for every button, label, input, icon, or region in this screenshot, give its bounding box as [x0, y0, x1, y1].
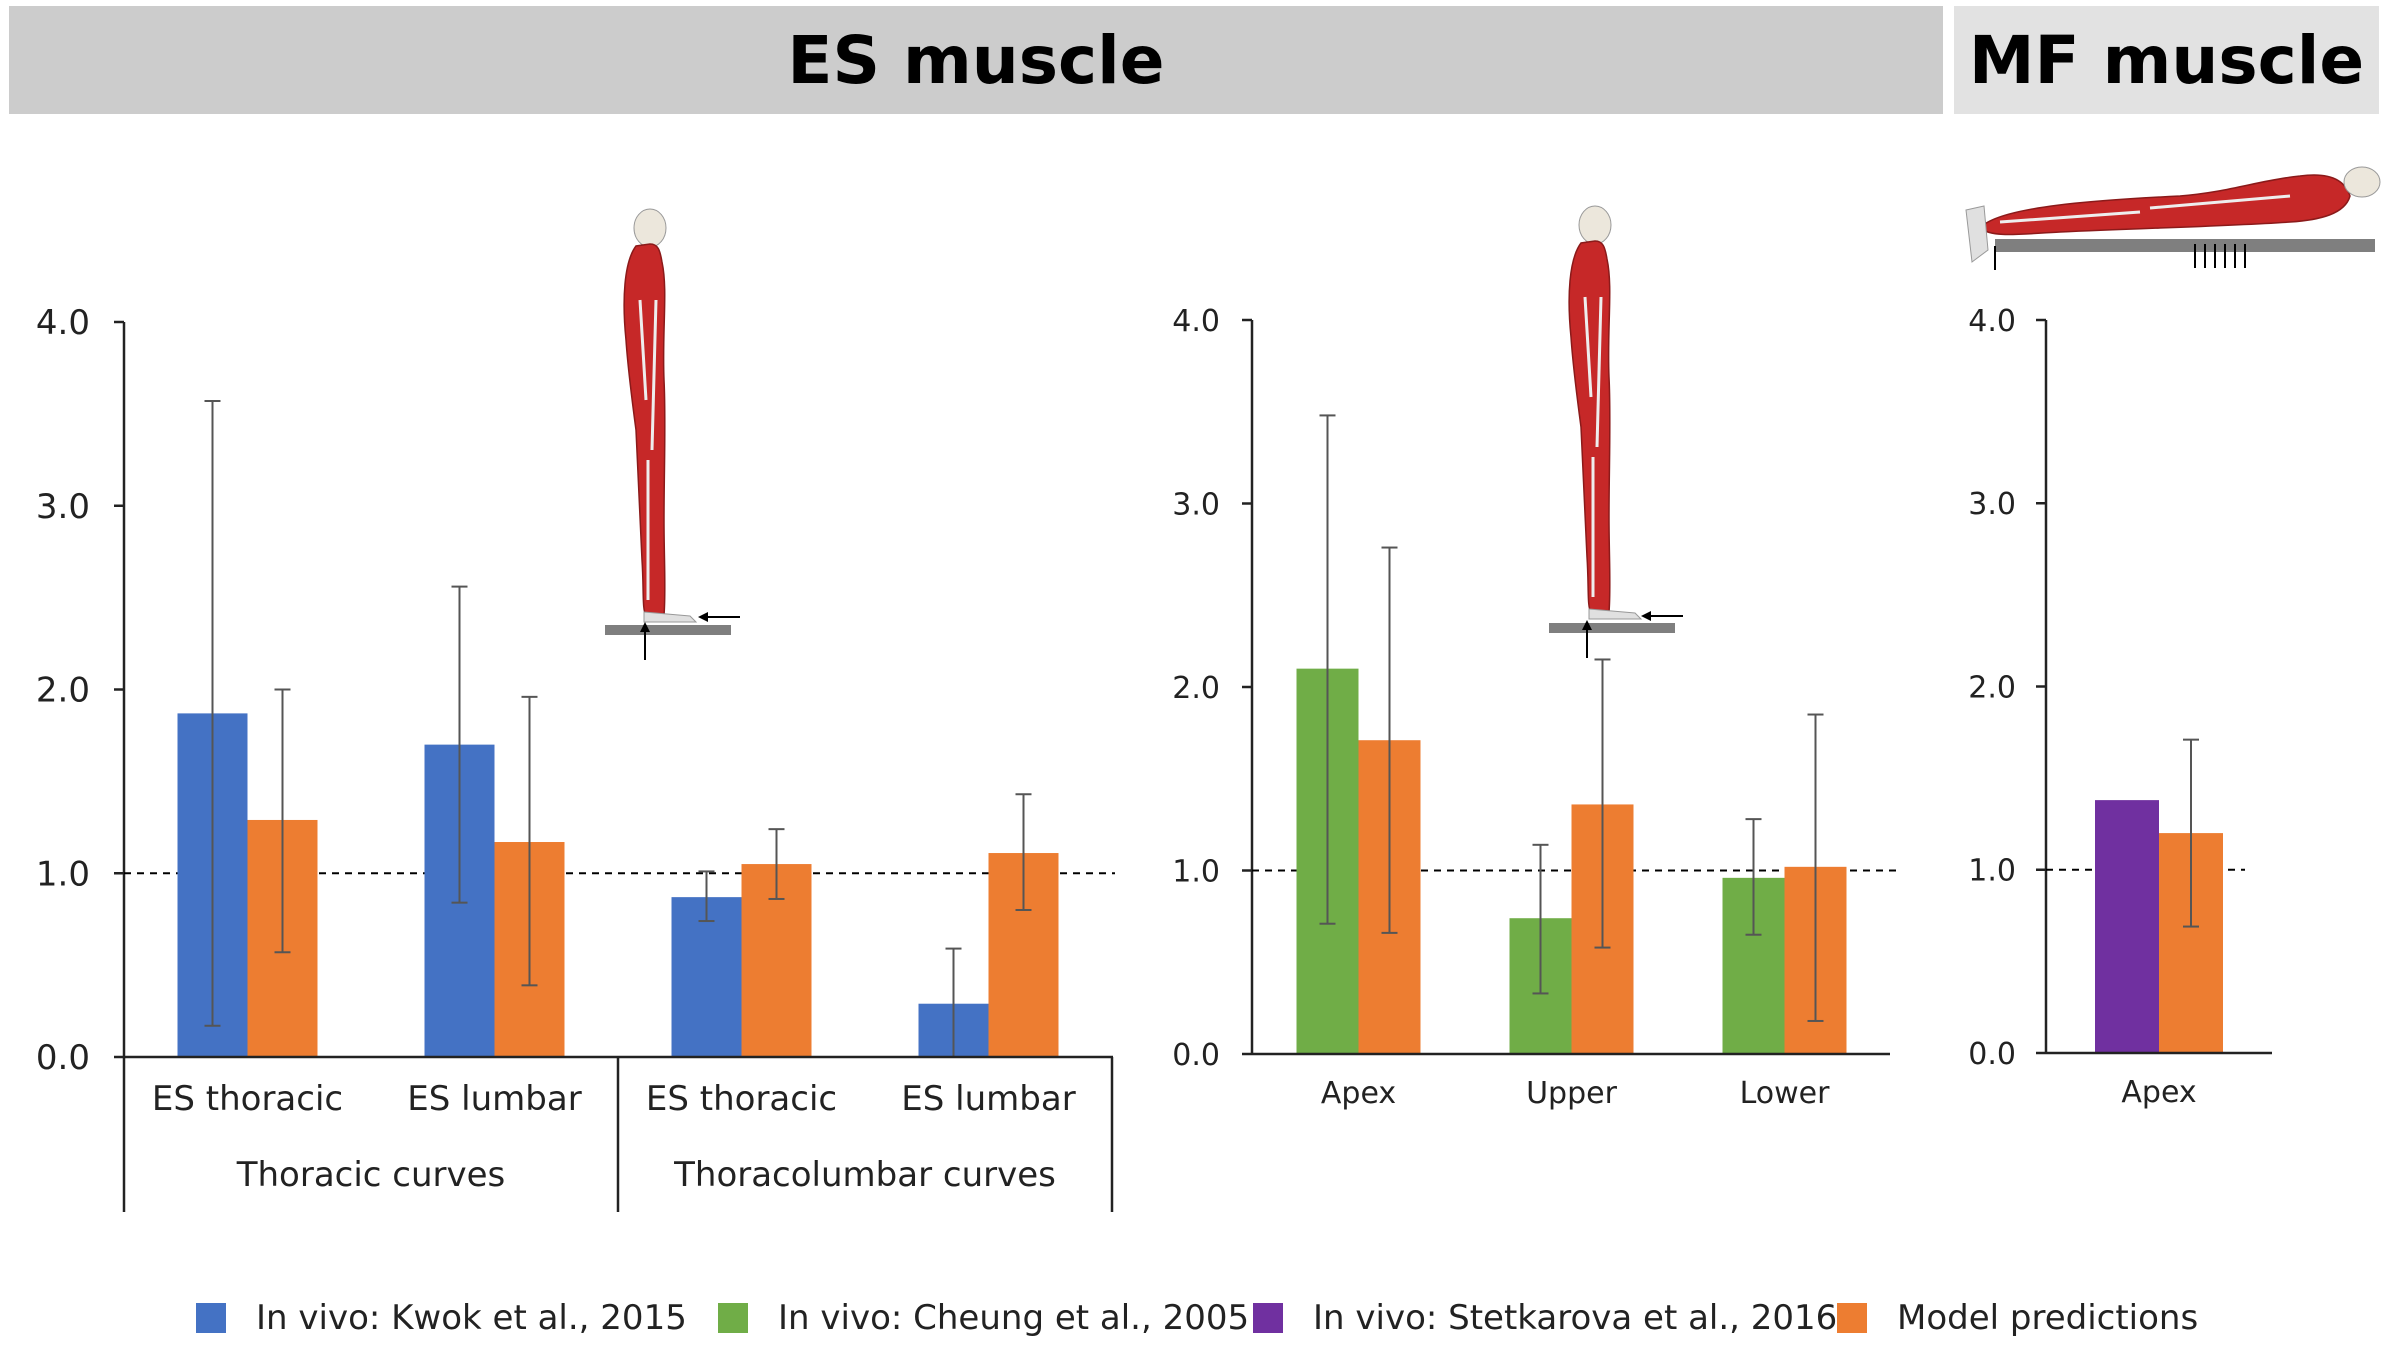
category-label: ES thoracic [152, 1079, 343, 1119]
y-tick-label: 4.0 [36, 303, 90, 343]
bar-stetkarova-0 [2095, 800, 2159, 1053]
legend-swatch-model [1837, 1303, 1867, 1333]
mf-apex-chart: 0.0 1.0 2.0 3.0 4.0 Apex [1968, 304, 2272, 1110]
standing-body-illustration-left [605, 208, 740, 660]
mf-muscle-banner: MF muscle [1954, 6, 2379, 114]
y-tick-label: 2.0 [36, 671, 90, 711]
group-label: Thoracic curves [236, 1155, 506, 1195]
es-apex-chart: 0.0 1.0 2.0 3.0 4.0 Apex Upper Lower [1172, 304, 1900, 1111]
y-tick-label: 3.0 [36, 487, 90, 527]
legend-swatch-kwok [196, 1303, 226, 1333]
y-tick-label: 0.0 [1968, 1037, 2016, 1072]
legend-swatch-cheung [718, 1303, 748, 1333]
category-label: ES lumbar [407, 1079, 581, 1119]
y-tick-label: 2.0 [1968, 670, 2016, 705]
category-label: Lower [1740, 1076, 1831, 1111]
legend-label-cheung: In vivo: Cheung et al., 2005 [778, 1298, 1250, 1338]
category-label: ES thoracic [646, 1079, 837, 1119]
chart-layer: 0.0 1.0 2.0 3.0 4.0 ES thoracic ES lumbar ES th… [36, 303, 2272, 1212]
y-tick-label: 4.0 [1968, 304, 2016, 339]
standing-body-illustration-middle [1549, 205, 1683, 658]
es-thoracic-chart: 0.0 1.0 2.0 3.0 4.0 ES thoracic ES lumbar ES th… [36, 303, 1115, 1212]
category-label: Apex [2121, 1075, 2196, 1110]
legend-label-kwok: In vivo: Kwok et al., 2015 [256, 1298, 687, 1338]
category-label: Upper [1526, 1076, 1618, 1111]
y-tick-label: 1.0 [1172, 854, 1220, 889]
charts-canvas: 0.0 1.0 2.0 3.0 4.0 ES thoracic ES lumbar ES th… [36, 166, 2381, 1212]
legend-label-model: Model predictions [1897, 1298, 2199, 1338]
category-label: ES lumbar [901, 1079, 1075, 1119]
legend-item-model: Model predictions [1837, 1293, 2198, 1343]
y-tick-label: 3.0 [1172, 487, 1220, 522]
legend-item-kwok: In vivo: Kwok et al., 2015 [196, 1293, 687, 1343]
y-tick-label: 2.0 [1172, 671, 1220, 706]
bar-kwok-2 [671, 897, 742, 1057]
legend-item-cheung: In vivo: Cheung et al., 2005 [718, 1293, 1249, 1343]
legend-swatch-stetkarova [1253, 1303, 1283, 1333]
legend-item-stetkarova: In vivo: Stetkarova et al., 2016 [1253, 1293, 1837, 1343]
y-tick-label: 1.0 [36, 854, 90, 894]
y-tick-label: 3.0 [1968, 487, 2016, 522]
group-label: Thoracolumbar curves [673, 1155, 1056, 1195]
y-tick-label: 0.0 [36, 1038, 90, 1078]
category-label: Apex [1321, 1076, 1396, 1111]
legend-label-stetkarova: In vivo: Stetkarova et al., 2016 [1313, 1298, 1838, 1338]
y-tick-label: 1.0 [1968, 854, 2016, 889]
y-tick-label: 4.0 [1172, 304, 1220, 339]
legend: In vivo: Kwok et al., 2015 In vivo: Cheu… [0, 1293, 2383, 1343]
lying-body-illustration [1965, 166, 2381, 270]
y-tick-label: 0.0 [1172, 1038, 1220, 1073]
es-muscle-banner: ES muscle [9, 6, 1943, 114]
